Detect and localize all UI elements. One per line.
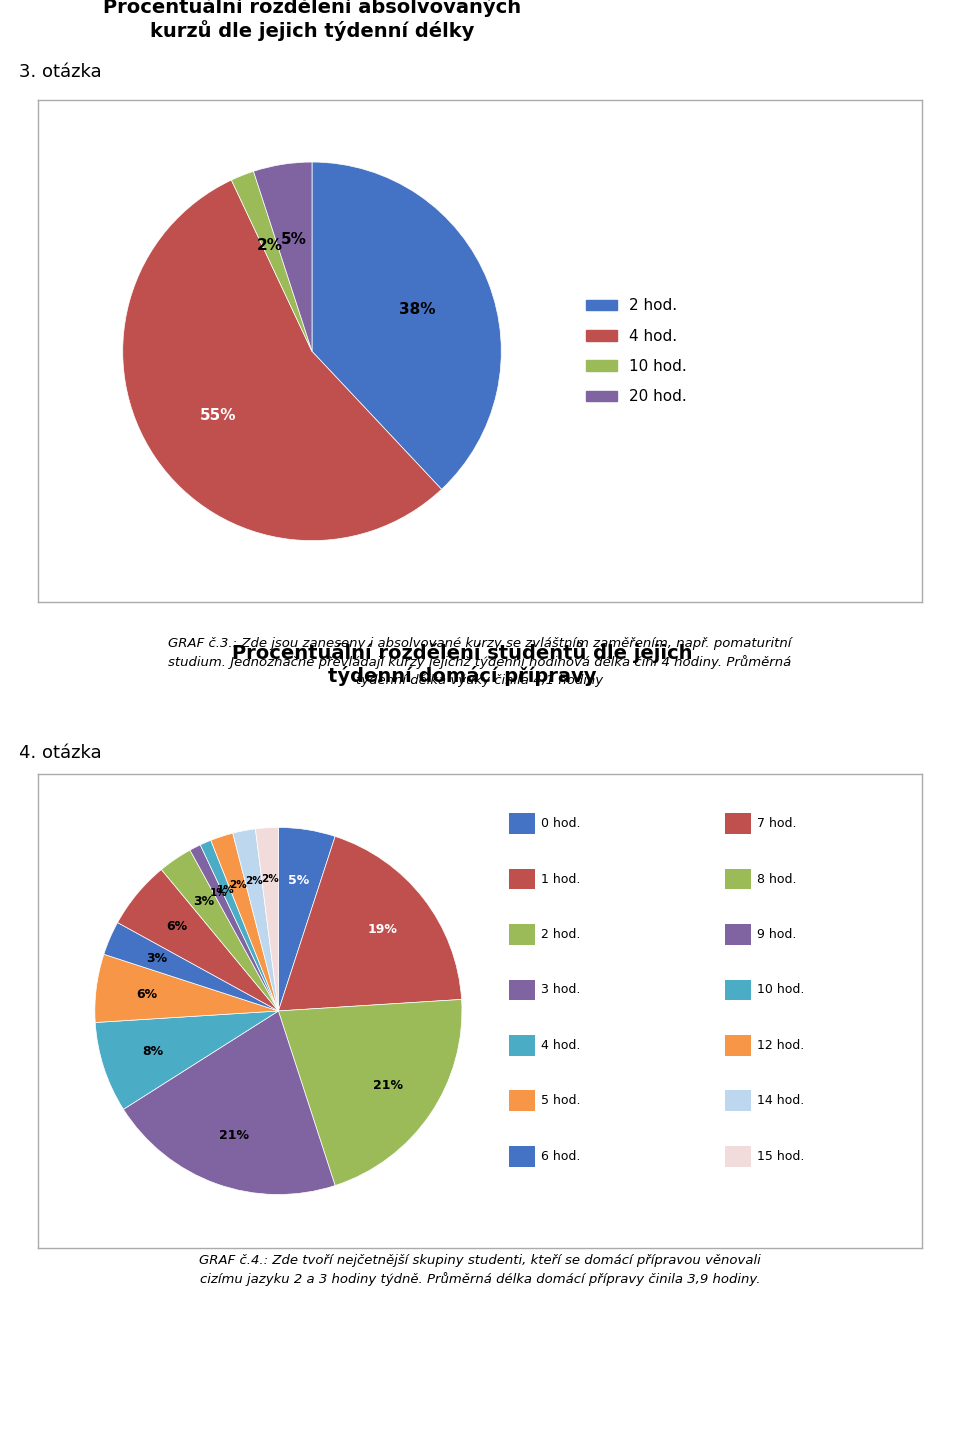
FancyBboxPatch shape — [725, 1035, 751, 1055]
FancyBboxPatch shape — [509, 813, 535, 835]
FancyBboxPatch shape — [509, 1146, 535, 1167]
Wedge shape — [190, 845, 278, 1011]
Wedge shape — [278, 827, 335, 1011]
Text: 2%: 2% — [257, 238, 283, 254]
Text: 3. otázka: 3. otázka — [19, 63, 102, 80]
Text: 4 hod.: 4 hod. — [541, 1038, 581, 1053]
Title: Procentuální rozdělení studentů dle jejich
týdenní domácí přípravy: Procentuální rozdělení studentů dle jeji… — [231, 642, 692, 687]
Text: 55%: 55% — [200, 407, 236, 423]
Text: 2%: 2% — [261, 875, 279, 885]
Wedge shape — [278, 836, 462, 1011]
Text: 2%: 2% — [245, 876, 262, 886]
Text: 8%: 8% — [142, 1045, 163, 1058]
Text: 3 hod.: 3 hod. — [541, 984, 581, 997]
FancyBboxPatch shape — [509, 1090, 535, 1111]
Wedge shape — [124, 1011, 335, 1195]
Wedge shape — [95, 1011, 278, 1110]
Text: 5 hod.: 5 hod. — [541, 1094, 581, 1107]
Legend: 2 hod., 4 hod., 10 hod., 20 hod.: 2 hod., 4 hod., 10 hod., 20 hod. — [580, 293, 693, 410]
Text: 4. otázka: 4. otázka — [19, 744, 102, 761]
Text: 5%: 5% — [288, 873, 310, 888]
Wedge shape — [312, 162, 501, 489]
Text: 21%: 21% — [372, 1078, 402, 1091]
Text: 15 hod.: 15 hod. — [757, 1150, 804, 1163]
Text: GRAF č.3.: Zde jsou zaneseny i absolvované kurzy se zvláštním zaměřením, např. p: GRAF č.3.: Zde jsou zaneseny i absolvova… — [168, 637, 792, 687]
FancyBboxPatch shape — [725, 1146, 751, 1167]
Text: 10 hod.: 10 hod. — [757, 984, 804, 997]
Text: GRAF č.4.: Zde tvoří nejčetnější skupiny studenti, kteří se domácí přípravou věn: GRAF č.4.: Zde tvoří nejčetnější skupiny… — [199, 1253, 761, 1286]
Text: 38%: 38% — [399, 303, 436, 317]
Text: 21%: 21% — [219, 1129, 249, 1141]
Title: Procentuální rozdělení absolvovaných
kurzů dle jejich týdenní délky: Procentuální rozdělení absolvovaných kur… — [103, 0, 521, 42]
Text: 0 hod.: 0 hod. — [541, 817, 581, 830]
Wedge shape — [117, 869, 278, 1011]
Text: 2 hod.: 2 hod. — [541, 928, 581, 941]
Text: 7 hod.: 7 hod. — [757, 817, 797, 830]
FancyBboxPatch shape — [725, 869, 751, 889]
Text: 6%: 6% — [166, 921, 187, 934]
Text: 1%: 1% — [217, 885, 235, 895]
FancyBboxPatch shape — [509, 923, 535, 945]
Wedge shape — [123, 181, 442, 541]
FancyBboxPatch shape — [725, 1090, 751, 1111]
FancyBboxPatch shape — [509, 1035, 535, 1055]
FancyBboxPatch shape — [509, 979, 535, 1001]
Text: 2%: 2% — [228, 880, 247, 891]
Text: 3%: 3% — [194, 895, 215, 908]
Wedge shape — [231, 171, 312, 351]
Wedge shape — [232, 829, 278, 1011]
Text: 14 hod.: 14 hod. — [757, 1094, 804, 1107]
Text: 6 hod.: 6 hod. — [541, 1150, 581, 1163]
Wedge shape — [211, 833, 278, 1011]
FancyBboxPatch shape — [509, 869, 535, 889]
FancyBboxPatch shape — [725, 813, 751, 835]
Text: 9 hod.: 9 hod. — [757, 928, 797, 941]
Text: 8 hod.: 8 hod. — [757, 872, 797, 886]
Wedge shape — [95, 954, 278, 1022]
Text: 5%: 5% — [281, 232, 307, 247]
Wedge shape — [201, 840, 278, 1011]
Text: 1%: 1% — [209, 888, 228, 898]
FancyBboxPatch shape — [725, 979, 751, 1001]
Wedge shape — [161, 850, 278, 1011]
FancyBboxPatch shape — [725, 923, 751, 945]
Wedge shape — [278, 999, 462, 1186]
Wedge shape — [255, 827, 278, 1011]
Text: 3%: 3% — [147, 952, 168, 965]
Text: 19%: 19% — [368, 923, 397, 936]
Text: 12 hod.: 12 hod. — [757, 1038, 804, 1053]
Wedge shape — [104, 922, 278, 1011]
Wedge shape — [253, 162, 312, 351]
Text: 6%: 6% — [136, 988, 157, 1001]
Text: 1 hod.: 1 hod. — [541, 872, 581, 886]
